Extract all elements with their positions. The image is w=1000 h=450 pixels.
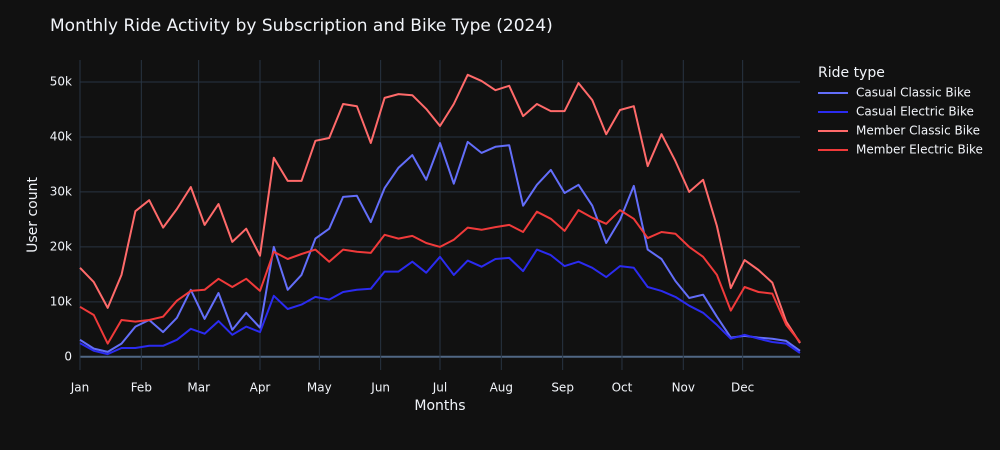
legend-title: Ride type [818,65,885,81]
x-tick-label: Mar [187,381,210,395]
y-tick-label: 10k [50,294,72,308]
x-tick-label: Jul [432,381,447,395]
legend-label: Member Classic Bike [856,124,980,138]
x-tick-label: Oct [612,381,633,395]
y-tick-label: 50k [50,74,72,88]
y-tick-label: 0 [64,349,72,363]
x-tick-label: Nov [672,381,695,395]
x-tick-label: Apr [250,381,271,395]
y-axis-title: User count [25,177,41,253]
chart-title: Monthly Ride Activity by Subscription an… [50,16,553,36]
x-tick-label: Sep [551,381,574,395]
legend-label: Casual Classic Bike [856,86,971,100]
series-line [79,209,801,345]
series-line [79,73,801,344]
x-tick-label: Feb [131,381,152,395]
x-tick-label: Jun [370,381,390,395]
series-line [79,140,801,353]
legend-label: Casual Electric Bike [856,105,974,119]
y-tick-label: 20k [50,239,72,253]
x-tick-label: Aug [490,381,513,395]
x-axis-title: Months [414,398,465,414]
series-line [79,248,801,356]
x-tick-label: Jan [70,381,90,395]
y-tick-label: 40k [50,129,72,143]
x-tick-label: May [307,381,332,395]
legend-label: Member Electric Bike [856,143,983,157]
x-tick-label: Dec [731,381,754,395]
y-tick-label: 30k [50,184,72,198]
